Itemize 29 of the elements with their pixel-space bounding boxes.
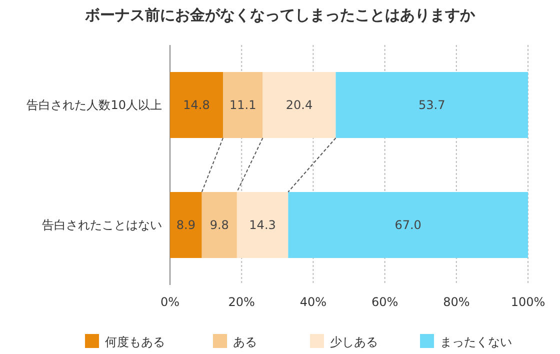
bar <box>262 72 336 138</box>
bar <box>236 192 288 258</box>
data-label: 67.0 <box>394 218 422 232</box>
x-tick-label: 60% <box>371 295 398 309</box>
y-tick-label: 告白されたことはない <box>42 218 162 232</box>
y-tick-label: 告白された人数10人以上 <box>26 98 162 112</box>
x-tick-label: 40% <box>300 295 327 309</box>
legend-label: 少しある <box>330 335 378 349</box>
x-tick-label: 100% <box>510 295 546 309</box>
bar <box>202 192 237 258</box>
x-tick-label: 80% <box>443 295 470 309</box>
legend-label: まったくない <box>440 335 512 349</box>
data-label: 11.1 <box>229 98 256 112</box>
data-label: 14.3 <box>249 218 276 232</box>
data-label: 20.4 <box>286 98 313 112</box>
bar <box>288 192 528 258</box>
bar <box>336 72 528 138</box>
x-tick-label: 0% <box>160 295 180 309</box>
legend-label: ある <box>233 335 257 349</box>
data-label: 14.8 <box>183 98 210 112</box>
x-tick-label: 20% <box>228 295 255 309</box>
data-label: 9.8 <box>210 218 229 232</box>
data-label: 53.7 <box>418 98 446 112</box>
bar <box>222 72 263 138</box>
chart-title: ボーナス前にお金がなくなってしまったことはありますか <box>84 6 476 24</box>
bar <box>170 72 223 138</box>
bar <box>170 192 202 258</box>
data-label: 8.9 <box>176 218 196 232</box>
legend-label: 何度もある <box>105 335 165 349</box>
